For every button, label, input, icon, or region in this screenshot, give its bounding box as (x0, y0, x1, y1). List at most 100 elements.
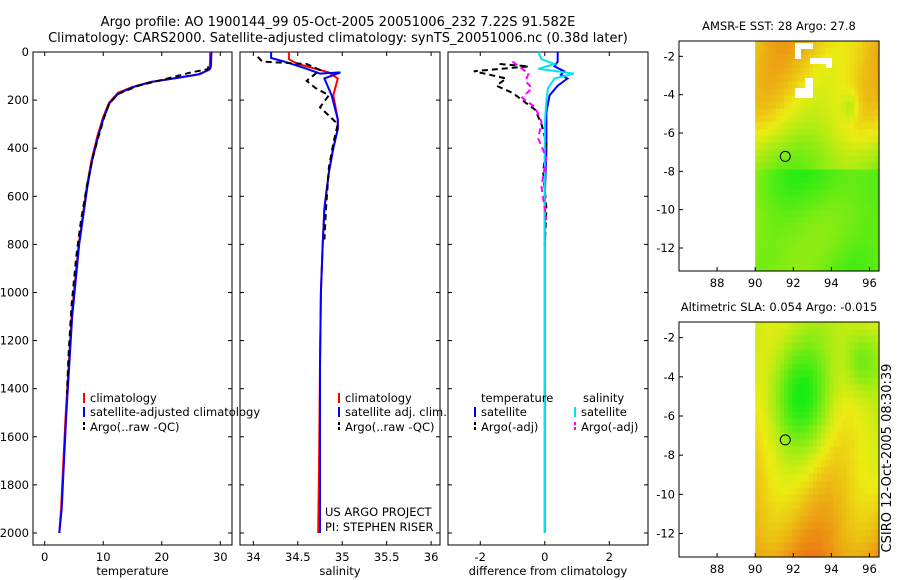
field-cell (763, 189, 769, 198)
field-cell (841, 41, 847, 49)
field-cell (800, 391, 806, 399)
field-cell (817, 135, 822, 144)
field-cell (767, 474, 773, 482)
field-cell (833, 494, 839, 503)
field-cell (862, 391, 868, 399)
field-cell (784, 411, 789, 420)
field-cell (845, 74, 851, 83)
field-cell (841, 68, 847, 76)
field-cell (845, 41, 851, 49)
field-cell (833, 61, 839, 69)
field-cell (792, 250, 798, 259)
field-cell (775, 68, 781, 76)
field-cell (845, 264, 851, 272)
field-cell (874, 529, 880, 537)
field-cell (771, 356, 777, 365)
field-cell (841, 446, 847, 454)
field-cell (841, 88, 847, 96)
field-cell (808, 183, 814, 191)
field-cell (845, 391, 851, 399)
field-cell (850, 515, 855, 524)
field-cell (784, 223, 789, 232)
field-cell (788, 474, 793, 482)
field-cell (800, 101, 806, 110)
field-cell (837, 115, 843, 123)
field-cell (763, 363, 769, 371)
field-cell (866, 384, 872, 392)
field-cell (841, 115, 847, 123)
field-cell (755, 398, 760, 406)
field-cell (862, 108, 868, 117)
field-cell (796, 95, 802, 103)
field-cell (850, 74, 855, 83)
field-cell (817, 115, 822, 123)
field-cell (784, 142, 789, 150)
field-cell (845, 460, 851, 468)
field-cell (862, 250, 868, 259)
field-cell (862, 243, 868, 252)
field-cell (808, 149, 814, 157)
field-cell (845, 61, 851, 69)
field-cell (866, 398, 872, 406)
field-cell (817, 68, 822, 76)
field-cell (825, 81, 831, 89)
field-cell (784, 543, 789, 551)
field-cell (775, 543, 781, 551)
field-cell (755, 142, 760, 150)
field-cell (850, 342, 855, 351)
field-cell (763, 74, 769, 83)
field-cell (850, 230, 855, 238)
field-cell (821, 398, 826, 406)
field-cell (841, 322, 847, 330)
field-cell (837, 467, 843, 475)
field-cell (833, 349, 839, 358)
field-cell (858, 460, 864, 468)
field-cell (775, 88, 781, 96)
field-cell (775, 536, 781, 544)
legend-heading: temperature (481, 391, 553, 405)
field-cell (817, 223, 822, 232)
field-cell (763, 391, 769, 399)
field-cell (808, 108, 814, 117)
field-cell (771, 243, 777, 252)
field-cell (862, 522, 868, 530)
field-cell (841, 335, 847, 344)
field-cell (870, 467, 876, 475)
field-cell (821, 501, 826, 510)
field-cell (767, 508, 773, 517)
field-cell (870, 264, 876, 272)
field-cell (812, 210, 818, 218)
field-cell (854, 550, 859, 558)
panel-temperature: 0 10 20 30020040060080010001200140016001800… (0, 45, 233, 578)
field-cell (833, 216, 839, 225)
field-cell (775, 135, 781, 144)
field-cell (771, 41, 777, 49)
field-cell (759, 467, 765, 475)
field-cell (821, 322, 826, 330)
field-cell (792, 335, 798, 344)
field-cell (850, 183, 855, 191)
field-cell (858, 115, 864, 123)
field-cell (858, 425, 864, 434)
field-cell (837, 391, 843, 399)
legend-label: Argo(-adj) (481, 420, 538, 434)
field-cell (763, 41, 769, 49)
field-cell (874, 328, 880, 337)
field-cell (850, 425, 855, 434)
field-cell (821, 210, 826, 218)
field-cell (788, 230, 793, 238)
field-cell (792, 356, 798, 365)
field-cell (870, 522, 876, 530)
legend-label: satellite (581, 405, 627, 419)
field-cell (866, 494, 872, 503)
field-cell (825, 250, 831, 259)
field-cell (804, 404, 810, 413)
field-cell (775, 439, 781, 448)
field-cell (845, 432, 851, 441)
field-cell (808, 250, 814, 259)
field-cell (763, 543, 769, 551)
field-cell (874, 223, 880, 232)
field-cell (845, 196, 851, 204)
field-cell (817, 230, 822, 238)
